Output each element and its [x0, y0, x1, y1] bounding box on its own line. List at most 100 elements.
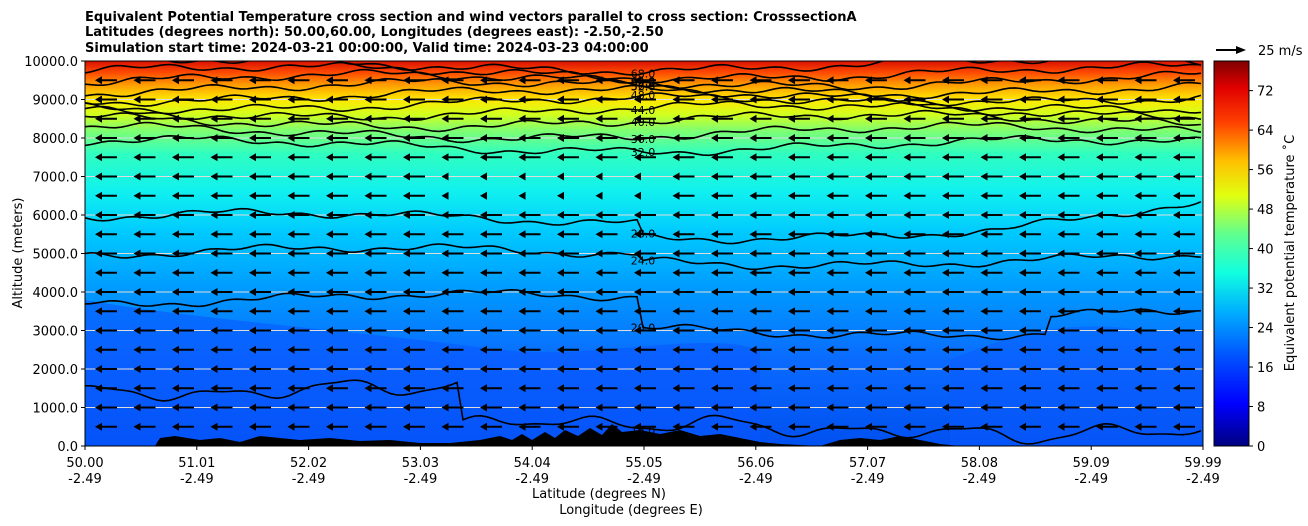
- wind-arrowhead: [133, 422, 141, 431]
- wind-arrowhead: [749, 307, 757, 316]
- wind-arrowhead: [441, 153, 449, 162]
- contour-line: [85, 134, 1202, 157]
- wind-arrowhead: [903, 172, 911, 181]
- wind-arrowhead: [210, 114, 218, 123]
- wind-arrowhead: [1019, 307, 1026, 316]
- wind-arrowhead: [903, 345, 911, 354]
- wind-arrowhead: [249, 422, 256, 431]
- wind-arrowhead: [557, 384, 564, 393]
- wind-arrowhead: [287, 307, 295, 316]
- wind-arrowhead: [95, 268, 102, 277]
- wind-arrowhead: [287, 288, 295, 296]
- wind-arrowhead: [364, 134, 372, 142]
- wind-arrowhead: [1096, 403, 1103, 412]
- wind-arrowhead: [1057, 326, 1065, 335]
- wind-arrowhead: [1096, 191, 1103, 200]
- wind-arrowhead: [1019, 384, 1026, 393]
- wind-arrowhead: [1173, 307, 1180, 316]
- wind-arrowhead: [711, 268, 718, 277]
- wind-arrowhead: [903, 384, 911, 393]
- wind-arrowhead: [1057, 230, 1065, 239]
- wind-arrowhead: [364, 365, 372, 373]
- wind-arrowhead: [595, 345, 603, 354]
- wind-arrowhead: [788, 95, 795, 104]
- wind-arrowhead: [711, 307, 718, 316]
- x-tick-label-lat: 50.00: [66, 456, 103, 471]
- x-axis-label-lat: Latitude (degrees N): [532, 487, 666, 502]
- wind-arrowhead: [865, 365, 872, 373]
- wind-arrowhead: [1173, 384, 1180, 393]
- wind-arrowhead: [403, 365, 410, 373]
- wind-arrowhead: [634, 384, 641, 393]
- wind-arrowhead: [95, 76, 102, 85]
- wind-arrowhead: [672, 134, 680, 142]
- wind-arrowhead: [749, 288, 757, 296]
- contour-label: 20.0: [631, 322, 656, 335]
- wind-arrowhead: [326, 211, 333, 219]
- wind-arrowhead: [672, 384, 680, 393]
- wind-arrowhead: [172, 76, 179, 85]
- wind-arrowhead: [480, 384, 487, 393]
- wind-arrowhead: [441, 172, 449, 181]
- wind-arrowhead: [1096, 288, 1103, 296]
- wind-arrowhead: [903, 211, 911, 219]
- wind-arrowhead: [249, 345, 256, 354]
- wind-arrowhead: [287, 134, 295, 142]
- wind-arrowhead: [826, 172, 834, 181]
- wind-arrowhead: [980, 268, 988, 277]
- wind-arrowhead: [1057, 365, 1065, 373]
- wind-arrowhead: [441, 134, 449, 142]
- wind-arrowhead: [826, 403, 834, 412]
- wind-arrowhead: [518, 230, 526, 239]
- wind-arrowhead: [595, 403, 603, 412]
- colorbar-tick-label: 24: [1257, 322, 1274, 337]
- wind-arrowhead: [788, 76, 795, 85]
- wind-arrowhead: [326, 134, 333, 142]
- wind-arrowhead: [1173, 76, 1180, 85]
- wind-arrowhead: [557, 326, 564, 335]
- wind-arrowhead: [133, 172, 141, 181]
- wind-arrowhead: [210, 95, 218, 104]
- wind-arrowhead: [210, 249, 218, 258]
- wind-arrowhead: [249, 134, 256, 142]
- wind-arrowhead: [980, 345, 988, 354]
- wind-arrowhead: [1096, 230, 1103, 239]
- wind-arrowhead: [942, 95, 949, 104]
- wind-arrowhead: [942, 307, 949, 316]
- wind-arrowhead: [980, 307, 988, 316]
- wind-arrowhead: [711, 365, 718, 373]
- wind-arrowhead: [1134, 211, 1142, 219]
- wind-arrowhead: [672, 403, 680, 412]
- wind-arrowhead: [1057, 153, 1065, 162]
- wind-arrowhead: [480, 172, 487, 181]
- wind-arrowhead: [1096, 326, 1103, 335]
- wind-arrowhead: [518, 384, 526, 393]
- wind-arrowhead: [1019, 403, 1026, 412]
- wind-arrowhead: [441, 422, 449, 431]
- wind-arrowhead: [942, 76, 949, 85]
- wind-arrowhead: [826, 384, 834, 393]
- x-tick-label-lat: 54.04: [514, 456, 551, 471]
- wind-arrowhead: [595, 211, 603, 219]
- wind-arrowhead: [1019, 211, 1026, 219]
- wind-arrowhead: [1057, 345, 1065, 354]
- wind-arrowhead: [865, 114, 872, 123]
- wind-arrowhead: [749, 95, 757, 104]
- wind-arrowhead: [441, 95, 449, 104]
- wind-arrowhead: [1134, 326, 1142, 335]
- wind-arrowhead: [326, 191, 333, 200]
- wind-arrowhead: [826, 345, 834, 354]
- wind-arrowhead: [249, 288, 256, 296]
- wind-arrowhead: [634, 76, 641, 85]
- wind-arrowhead: [903, 76, 911, 85]
- wind-arrowhead: [210, 211, 218, 219]
- wind-arrowhead: [865, 191, 872, 200]
- wind-arrowhead: [903, 230, 911, 239]
- wind-arrowhead: [1057, 76, 1065, 85]
- wind-arrowhead: [210, 153, 218, 162]
- wind-arrowhead: [1096, 268, 1103, 277]
- wind-arrowhead: [403, 326, 410, 335]
- wind-arrowhead: [672, 114, 680, 123]
- wind-arrowhead: [557, 422, 564, 431]
- wind-arrowhead: [364, 326, 372, 335]
